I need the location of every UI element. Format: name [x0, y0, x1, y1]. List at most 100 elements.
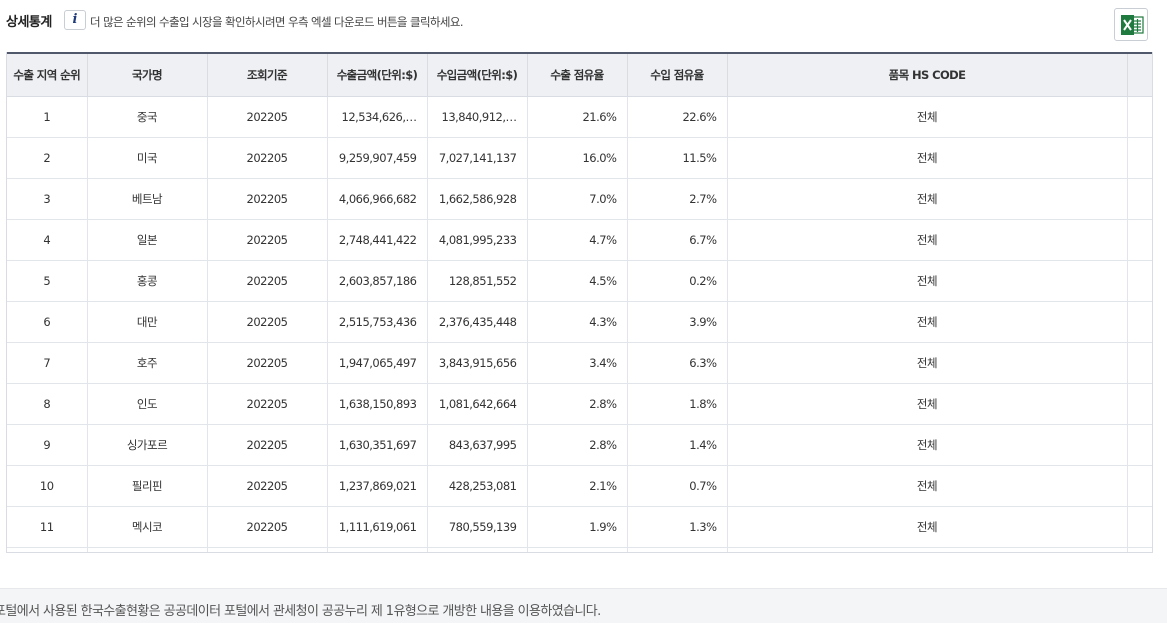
cell-import-share: 0.2%: [627, 260, 728, 302]
cell-export-share: 2.8%: [527, 424, 628, 466]
cell-period: 202205: [207, 383, 328, 425]
cell-import-share: 0.7%: [627, 465, 728, 507]
stats-table-container[interactable]: 수출 지역 순위 국가명 조회기준 수출금액(단위:$) 수입금액(단위:$) …: [6, 52, 1153, 553]
cell-import-share: 6.3%: [627, 342, 728, 384]
cell-import-amount: 128,851,552: [427, 260, 528, 302]
cell-export-share: 4.5%: [527, 260, 628, 302]
cell-hs-code: 전체: [727, 260, 1128, 302]
cell-rank: 1: [7, 96, 88, 138]
cell-hs-code: 전체: [727, 342, 1128, 384]
cell-period: 202205: [207, 506, 328, 548]
cell-export-amount: 1,947,065,497: [327, 342, 428, 384]
cell-import-amount: 428,253,081: [427, 465, 528, 507]
cell-period: 202205: [207, 465, 328, 507]
cell-country: 미국: [87, 137, 208, 179]
table-row: 1 중국 202205 12,534,626,… 13,840,912,… 21.6% 22…: [7, 96, 1152, 138]
cell-export-amount: 1,237,869,021: [327, 465, 428, 507]
cell-import-share: 3.9%: [627, 301, 728, 343]
col-header-export-share: 수출 점유율: [527, 52, 628, 97]
cell-import-share: 6.7%: [627, 219, 728, 261]
cell-country: 중국: [87, 96, 208, 138]
cell-scroll-gutter: [1127, 465, 1152, 507]
cell-import-amount: 2,376,435,448: [427, 301, 528, 343]
cell-import-amount: 3,843,915,656: [427, 342, 528, 384]
cell-hs-code: 전체: [727, 465, 1128, 507]
cell-import-amount: 1,081,642,664: [427, 383, 528, 425]
cell-hs-code: 전체: [727, 301, 1128, 343]
cell-export-amount: 1,111,619,061: [327, 506, 428, 548]
cell-rank: 10: [7, 465, 88, 507]
cell-export-share: 7.0%: [527, 178, 628, 220]
cell-period: 202205: [207, 219, 328, 261]
info-icon[interactable]: i: [64, 10, 86, 30]
cell-scroll-gutter: [1127, 383, 1152, 425]
cell-rank: 3: [7, 178, 88, 220]
cell-import-share: 11.5%: [627, 137, 728, 179]
cell-rank: 6: [7, 301, 88, 343]
table-row: 9 싱가포르 202205 1,630,351,697 843,637,995 2.8% 1…: [7, 424, 1152, 466]
cell-import-share: 22.6%: [627, 96, 728, 138]
cell-scroll-gutter: [1127, 178, 1152, 220]
cell-hs-code: 전체: [727, 96, 1128, 138]
cell-import-amount: 13,840,912,…: [427, 96, 528, 138]
stats-header: 상세통계 i 더 많은 순위의 수출입 시장을 확인하시려면 우측 엑셀 다운로…: [6, 8, 1161, 42]
cell-rank: 8: [7, 383, 88, 425]
cell-export-amount: 9,259,907,459: [327, 137, 428, 179]
cell-scroll-gutter: [1127, 260, 1152, 302]
cell-export-share: 4.7%: [527, 219, 628, 261]
footer-notice: 포털에서 사용된 한국수출현황은 공공데이터 포털에서 관세청이 공공누리 제 …: [0, 604, 601, 619]
table-row: 10 필리핀 202205 1,237,869,021 428,253,081 2.1% 0…: [7, 465, 1152, 507]
table-row: 7 호주 202205 1,947,065,497 3,843,915,656 3.4% 6…: [7, 342, 1152, 384]
cell-export-share: 2.8%: [527, 383, 628, 425]
cell-partial: [627, 547, 728, 552]
table-row: 6 대만 202205 2,515,753,436 2,376,435,448 4.3% 3…: [7, 301, 1152, 343]
cell-rank: 5: [7, 260, 88, 302]
cell-scroll-gutter: [1127, 424, 1152, 466]
cell-partial: [527, 547, 628, 552]
cell-export-amount: 12,534,626,…: [327, 96, 428, 138]
table-row: 2 미국 202205 9,259,907,459 7,027,141,137 16.0%…: [7, 137, 1152, 179]
cell-import-amount: 7,027,141,137: [427, 137, 528, 179]
cell-country: 베트남: [87, 178, 208, 220]
footer: 포털에서 사용된 한국수출현황은 공공데이터 포털에서 관세청이 공공누리 제 …: [0, 588, 1167, 623]
cell-import-amount: 843,637,995: [427, 424, 528, 466]
cell-country: 대만: [87, 301, 208, 343]
cell-scroll-gutter: [1127, 219, 1152, 261]
col-header-period: 조회기준: [207, 52, 328, 97]
cell-hs-code: 전체: [727, 506, 1128, 548]
cell-partial: [327, 547, 428, 552]
col-header-hs-code: 품목 HS CODE: [727, 52, 1128, 97]
cell-country: 싱가포르: [87, 424, 208, 466]
excel-download-button[interactable]: [1114, 8, 1148, 41]
col-header-import-amount: 수입금액(단위:$): [427, 52, 528, 97]
cell-partial: [1127, 547, 1152, 552]
table-header-row: 수출 지역 순위 국가명 조회기준 수출금액(단위:$) 수입금액(단위:$) …: [7, 52, 1152, 97]
cell-export-share: 4.3%: [527, 301, 628, 343]
table-row: 5 홍콩 202205 2,603,857,186 128,851,552 4.5% 0.2…: [7, 260, 1152, 302]
col-header-import-share: 수입 점유율: [627, 52, 728, 97]
cell-export-share: 21.6%: [527, 96, 628, 138]
cell-export-amount: 4,066,966,682: [327, 178, 428, 220]
cell-period: 202205: [207, 178, 328, 220]
cell-import-share: 2.7%: [627, 178, 728, 220]
cell-country: 인도: [87, 383, 208, 425]
cell-rank: 7: [7, 342, 88, 384]
stats-table: 수출 지역 순위 국가명 조회기준 수출금액(단위:$) 수입금액(단위:$) …: [7, 52, 1152, 552]
table-row: 11 멕시코 202205 1,111,619,061 780,559,139 1.9% 1…: [7, 506, 1152, 548]
col-header-export-amount: 수출금액(단위:$): [327, 52, 428, 97]
cell-export-amount: 1,630,351,697: [327, 424, 428, 466]
cell-period: 202205: [207, 96, 328, 138]
cell-country: 일본: [87, 219, 208, 261]
cell-import-amount: 780,559,139: [427, 506, 528, 548]
table-row: 8 인도 202205 1,638,150,893 1,081,642,664 2.8% 1…: [7, 383, 1152, 425]
cell-partial: [427, 547, 528, 552]
cell-scroll-gutter: [1127, 137, 1152, 179]
cell-period: 202205: [207, 260, 328, 302]
cell-period: 202205: [207, 424, 328, 466]
cell-period: 202205: [207, 301, 328, 343]
cell-import-share: 1.8%: [627, 383, 728, 425]
cell-import-amount: 1,662,586,928: [427, 178, 528, 220]
table-row: 3 베트남 202205 4,066,966,682 1,662,586,928 7.0%…: [7, 178, 1152, 220]
cell-country: 호주: [87, 342, 208, 384]
cell-scroll-gutter: [1127, 301, 1152, 343]
